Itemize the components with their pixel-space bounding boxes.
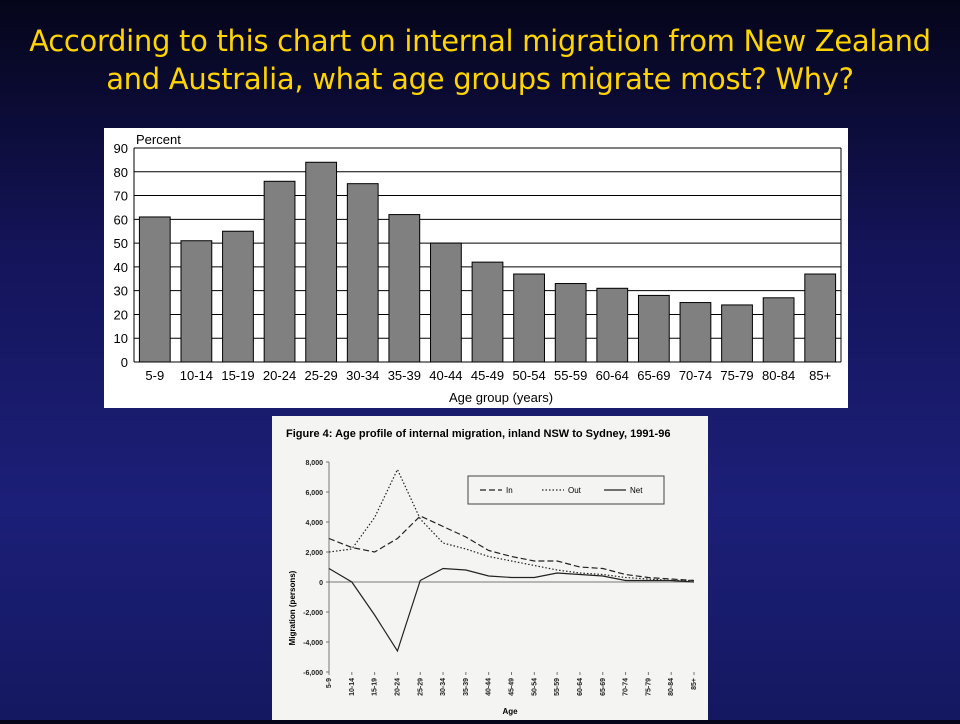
y-tick-label: 40 — [114, 260, 128, 275]
x-tick-label: 55-59 — [554, 368, 587, 383]
x-tick-label: 5-9 — [145, 368, 164, 383]
y-tick-label: 60 — [114, 212, 128, 227]
bar-60-64 — [596, 287, 629, 363]
line-chart-panel: Figure 4: Age profile of internal migrat… — [272, 416, 708, 720]
x-tick-label: 80-84 — [762, 368, 795, 383]
x-tick-label: 75-79 — [645, 678, 652, 696]
bar-45-49 — [471, 261, 504, 363]
line-chart: Figure 4: Age profile of internal migrat… — [286, 428, 698, 716]
x-tick-label: 85+ — [691, 678, 698, 690]
x-tick-label: 50-54 — [512, 368, 545, 383]
bar-55-59 — [554, 283, 587, 363]
bar-10-14 — [180, 240, 213, 363]
x-tick-label: 65-69 — [637, 368, 670, 383]
y-axis-label: Percent — [136, 132, 181, 147]
bar-70-74 — [679, 302, 712, 363]
x-tick-label: 10-14 — [349, 678, 356, 696]
x-tick-label: 65-69 — [600, 678, 607, 696]
bar-chart: 0 10 20 30 40 50 60 70 80 90 5-9 10-14 15-19 20-24 25… — [114, 132, 842, 405]
y-tick-label: 70 — [114, 189, 128, 204]
bar-15-19 — [222, 230, 254, 363]
x-tick-label: 10-14 — [180, 368, 213, 383]
x-tick-label: 50-54 — [531, 678, 538, 696]
x-tick-label: 15-19 — [372, 678, 379, 696]
x-axis-label: Age group (years) — [449, 390, 553, 405]
y-tick-label: 8,000 — [305, 460, 323, 467]
y-tick-label: 80 — [114, 165, 128, 180]
y-tick-label: 90 — [114, 141, 128, 156]
bar-5-9 — [138, 216, 171, 363]
bar-30-34 — [346, 183, 379, 363]
x-tick-label: 25-29 — [417, 678, 424, 696]
x-tick-label: 85+ — [809, 368, 831, 383]
y-tick-label: 6,000 — [305, 490, 323, 497]
y-tick-label: -2,000 — [303, 610, 323, 617]
bar-85+ — [804, 273, 837, 363]
x-tick-label: 40-44 — [486, 678, 493, 696]
x-tick-label: 45-49 — [471, 368, 504, 383]
x-tick-label: 80-84 — [668, 678, 675, 696]
x-tick-label: 20-24 — [394, 678, 401, 696]
y-tick-label: 0 — [121, 355, 128, 370]
y-tick-label: 4,000 — [305, 520, 323, 527]
x-tick-label: 25-29 — [305, 368, 338, 383]
legend-label: Out — [568, 486, 582, 495]
y-tick-label: 10 — [114, 331, 128, 346]
legend-label: Net — [630, 486, 643, 495]
bar-40-44 — [430, 242, 462, 363]
x-tick-label: 5-9 — [326, 678, 333, 688]
y-tick-label: -4,000 — [303, 640, 323, 647]
x-tick-label: 55-59 — [554, 678, 561, 696]
y-axis-label: Migration (persons) — [288, 570, 297, 645]
x-tick-label: 40-44 — [429, 368, 462, 383]
x-tick-label: 60-64 — [596, 368, 629, 383]
x-axis-label: Age — [502, 707, 518, 716]
x-tick-label: 70-74 — [623, 678, 630, 696]
legend-label: In — [506, 486, 513, 495]
bar-35-39 — [388, 214, 421, 363]
y-tick-label: 20 — [114, 307, 128, 322]
y-tick-label: 30 — [114, 284, 128, 299]
y-tick-label: 0 — [319, 580, 323, 587]
x-tick-label: 35-39 — [463, 678, 470, 696]
x-tick-label: 75-79 — [720, 368, 753, 383]
x-tick-label: 15-19 — [221, 368, 254, 383]
x-tick-label: 60-64 — [577, 678, 584, 696]
slide-title: According to this chart on internal migr… — [29, 24, 931, 96]
chart-title: Figure 4: Age profile of internal migrat… — [286, 428, 670, 440]
bar-75-79 — [721, 304, 753, 363]
bar-50-54 — [513, 273, 545, 363]
y-tick-label: -6,000 — [303, 670, 323, 677]
bar-65-69 — [637, 294, 670, 363]
x-tick-label: 30-34 — [346, 368, 379, 383]
x-tick-label: 70-74 — [679, 368, 712, 383]
series-line-out — [328, 468, 694, 582]
bar-80-84 — [762, 297, 795, 363]
x-tick-label: 30-34 — [440, 678, 447, 696]
y-tick-label: 50 — [114, 236, 128, 251]
bar-25-29 — [305, 161, 338, 363]
series-line-in — [328, 515, 695, 582]
bar-20-24 — [263, 180, 296, 363]
series-line-net — [328, 567, 695, 653]
y-tick-label: 2,000 — [305, 550, 323, 557]
x-tick-label: 45-49 — [509, 678, 516, 696]
x-tick-label: 20-24 — [263, 368, 296, 383]
x-tick-label: 35-39 — [388, 368, 421, 383]
bar-chart-panel: 0 10 20 30 40 50 60 70 80 90 5-9 10-14 15-19 20-24 25… — [104, 128, 848, 408]
